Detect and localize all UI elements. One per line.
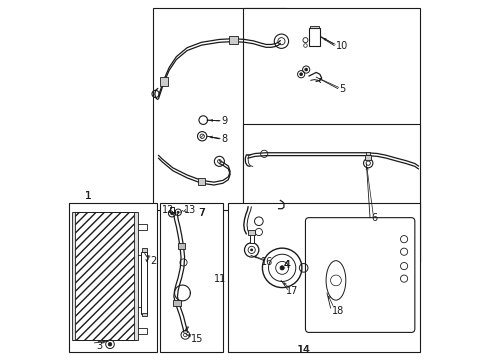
Bar xyxy=(198,178,204,185)
Bar xyxy=(136,328,147,334)
Circle shape xyxy=(280,266,284,270)
Text: 14: 14 xyxy=(296,345,310,355)
Circle shape xyxy=(170,212,173,215)
Bar xyxy=(141,252,147,315)
Bar xyxy=(169,207,174,212)
Bar xyxy=(142,248,146,252)
Text: 12: 12 xyxy=(162,206,174,216)
Bar xyxy=(160,203,223,352)
Bar xyxy=(366,152,369,155)
Circle shape xyxy=(250,249,252,251)
Bar xyxy=(242,8,419,262)
Bar xyxy=(309,26,318,28)
Bar xyxy=(365,155,370,160)
Bar xyxy=(159,77,168,86)
Bar xyxy=(136,224,147,230)
Circle shape xyxy=(108,342,112,346)
Bar xyxy=(229,36,238,44)
Bar xyxy=(72,212,75,339)
Text: 1: 1 xyxy=(85,191,92,201)
Text: 8: 8 xyxy=(221,134,227,144)
Bar xyxy=(134,212,137,339)
Text: 11: 11 xyxy=(214,274,226,284)
Ellipse shape xyxy=(325,261,345,300)
Bar xyxy=(308,28,319,45)
Bar xyxy=(153,8,285,211)
Text: 16: 16 xyxy=(260,257,272,267)
Bar xyxy=(173,300,180,306)
Bar xyxy=(249,234,253,243)
Text: 6: 6 xyxy=(371,213,377,222)
Text: 7: 7 xyxy=(198,208,204,218)
Text: 7: 7 xyxy=(198,208,204,218)
Text: 15: 15 xyxy=(191,333,203,343)
FancyBboxPatch shape xyxy=(305,218,414,332)
Bar xyxy=(242,125,419,262)
Text: 4: 4 xyxy=(283,260,290,270)
Text: 13: 13 xyxy=(183,206,195,216)
Text: 5: 5 xyxy=(339,84,345,94)
Bar xyxy=(247,230,255,234)
Bar xyxy=(228,203,419,352)
Text: 18: 18 xyxy=(332,306,344,316)
Circle shape xyxy=(177,211,179,213)
Text: 2: 2 xyxy=(150,256,156,266)
Bar xyxy=(69,203,156,352)
Text: 9: 9 xyxy=(221,116,227,126)
Text: 3: 3 xyxy=(96,341,102,351)
Circle shape xyxy=(299,73,302,76)
Text: 17: 17 xyxy=(285,286,298,296)
Circle shape xyxy=(304,68,307,71)
Bar xyxy=(73,212,136,339)
Text: 14: 14 xyxy=(297,345,309,355)
Bar xyxy=(142,314,146,316)
Bar xyxy=(178,243,185,249)
Text: 1: 1 xyxy=(85,191,91,201)
Text: 4: 4 xyxy=(283,260,289,270)
Text: 10: 10 xyxy=(335,41,347,50)
